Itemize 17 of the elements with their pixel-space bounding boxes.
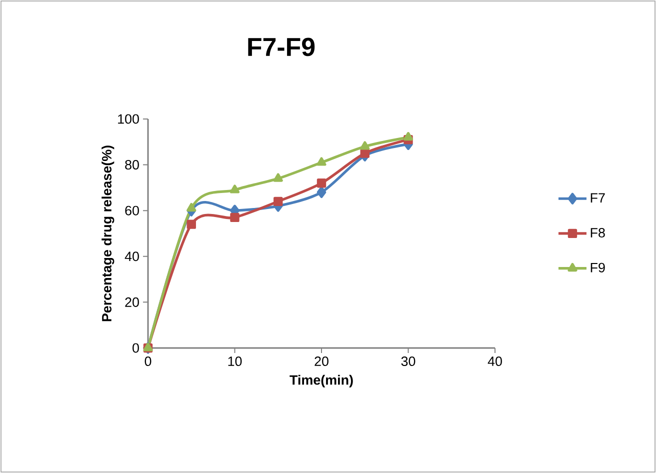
y-tick-label: 40: [124, 252, 139, 262]
legend-label: F9: [590, 262, 605, 272]
legend-label: F8: [590, 228, 605, 238]
y-axis-title: Percentage drug release(%): [102, 146, 114, 322]
y-tick-label: 80: [125, 160, 139, 170]
x-tick-label: 30: [401, 356, 416, 366]
y-tick-label: 20: [125, 297, 139, 307]
x-axis-title: Time(min): [290, 374, 353, 388]
y-tick-label: 0: [132, 343, 139, 353]
y-tick-label: 100: [118, 114, 139, 124]
x-tick-label: 20: [314, 356, 328, 366]
chart-title: F7-F9: [248, 38, 315, 56]
x-tick-label: 0: [144, 356, 152, 366]
x-tick-label: 10: [228, 356, 242, 366]
legend-label: F7: [590, 193, 605, 202]
x-tick-label: 40: [488, 356, 502, 366]
y-tick-label: 60: [125, 206, 139, 216]
